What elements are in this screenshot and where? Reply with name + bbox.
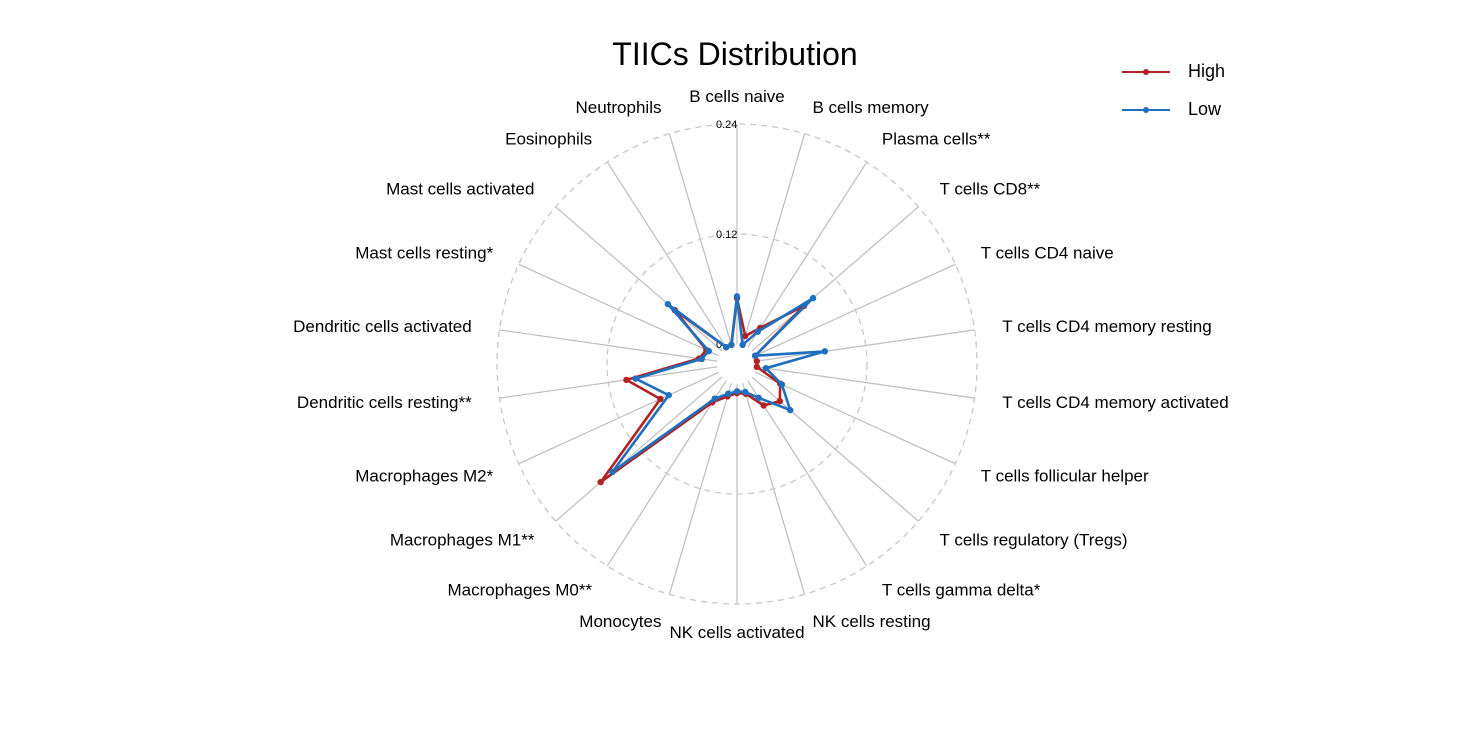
point-high-t-cells-cd4-memory-resting	[753, 357, 760, 365]
radial-tick-1: 0.12	[716, 229, 737, 241]
point-low-macrophages-m1	[609, 468, 616, 476]
category-label-t-cells-follicular-helper: T cells follicular helper	[981, 466, 1149, 485]
category-label-b-cells-naive: B cells naive	[689, 87, 784, 106]
point-low-dendritic-cells-activated	[698, 355, 705, 363]
point-low-nk-cells-activated	[733, 388, 741, 395]
category-label-t-cells-cd8: T cells CD8**	[940, 179, 1041, 198]
grid-ring-2	[496, 123, 978, 605]
point-low-t-cells-regulatory-tregs	[787, 406, 794, 414]
category-label-t-cells-cd4-memory-resting: T cells CD4 memory resting	[1002, 317, 1211, 336]
point-high-dendritic-cells-resting	[623, 376, 630, 384]
point-high-b-cells-memory	[742, 332, 749, 340]
category-label-macrophages-m1: Macrophages M1**	[390, 531, 535, 550]
point-high-macrophages-m1	[597, 478, 604, 486]
point-low-t-cells-follicular-helper	[778, 381, 786, 388]
legend-marker-high	[1143, 69, 1149, 75]
category-label-neutrophils: Neutrophils	[575, 98, 661, 117]
radar-grid	[496, 123, 978, 605]
point-low-nk-cells-resting	[742, 388, 749, 396]
category-label-mast-cells-activated: Mast cells activated	[386, 179, 534, 198]
category-label-b-cells-memory: B cells memory	[813, 98, 930, 117]
radial-tick-2: 0.24	[716, 119, 737, 131]
spoke-dendritic-cells-activated	[499, 329, 718, 362]
category-label-t-cells-regulatory-tregs: T cells regulatory (Tregs)	[940, 531, 1128, 550]
category-label-dendritic-cells-activated: Dendritic cells activated	[293, 317, 472, 336]
spoke-monocytes	[668, 383, 732, 595]
point-low-b-cells-memory	[739, 341, 746, 349]
category-label-eosinophils: Eosinophils	[505, 130, 592, 149]
series-line-low	[611, 296, 826, 473]
category-label-dendritic-cells-resting: Dendritic cells resting**	[297, 393, 472, 412]
category-label-nk-cells-activated: NK cells activated	[669, 623, 804, 642]
point-low-t-cells-gamma-delta	[755, 394, 762, 401]
point-low-macrophages-m2	[665, 391, 672, 399]
point-low-dendritic-cells-resting	[632, 375, 639, 382]
point-low-t-cells-cd4-memory-resting	[821, 348, 829, 355]
category-label-monocytes: Monocytes	[579, 612, 661, 631]
category-label-t-cells-gamma-delta: T cells gamma delta*	[882, 580, 1041, 599]
point-low-macrophages-m0	[711, 395, 718, 402]
radial-tick-labels: 0 0.12 0.24	[716, 119, 737, 351]
series-line-high	[599, 297, 806, 484]
point-low-t-cells-cd8	[809, 294, 817, 302]
legend-label-low: Low	[1188, 99, 1222, 119]
point-high-t-cells-gamma-delta	[760, 402, 767, 409]
category-labels: B cells naive B cells memory Plasma cells*…	[293, 87, 1229, 642]
spoke-eosinophils	[606, 161, 727, 348]
legend-marker-low	[1143, 107, 1149, 113]
point-high-t-cells-regulatory-tregs	[776, 397, 784, 405]
spoke-macrophages-m1	[555, 376, 723, 522]
category-label-mast-cells-resting: Mast cells resting*	[355, 244, 493, 263]
series-high	[597, 294, 808, 486]
spoke-t-cells-cd4-memory-activated	[756, 366, 975, 399]
point-low-mast-cells-resting	[705, 347, 713, 355]
grid-ring-1	[606, 233, 868, 495]
category-label-plasma-cells: Plasma cells**	[882, 130, 991, 149]
category-label-t-cells-cd4-memory-activated: T cells CD4 memory activated	[1002, 393, 1228, 412]
point-low-mast-cells-activated	[664, 300, 672, 308]
spoke-mast-cells-activated	[555, 206, 723, 352]
point-low-b-cells-naive	[733, 293, 741, 300]
category-label-t-cells-cd4-naive: T cells CD4 naive	[981, 244, 1114, 263]
radar-series	[597, 293, 829, 486]
legend-label-high: High	[1188, 61, 1226, 81]
point-low-plasma-cells	[754, 328, 761, 335]
category-label-nk-cells-resting: NK cells resting	[813, 612, 931, 631]
point-high-t-cells-cd4-memory-activated	[753, 363, 760, 371]
category-label-macrophages-m0: Macrophages M0**	[448, 580, 593, 599]
spoke-t-cells-cd8	[751, 206, 919, 352]
point-high-macrophages-m2	[657, 395, 664, 403]
point-low-monocytes	[725, 390, 732, 397]
point-low-eosinophils	[722, 343, 730, 351]
point-low-neutrophils	[728, 341, 735, 349]
category-label-macrophages-m2: Macrophages M2*	[355, 466, 493, 485]
point-low-t-cells-cd4-naive	[751, 352, 759, 359]
point-low-t-cells-cd4-memory-activated	[762, 364, 770, 372]
radial-tick-0: 0	[716, 339, 722, 351]
chart-title: TIICs Distribution	[612, 36, 858, 72]
spoke-t-cells-gamma-delta	[747, 380, 868, 567]
series-low	[609, 293, 829, 476]
